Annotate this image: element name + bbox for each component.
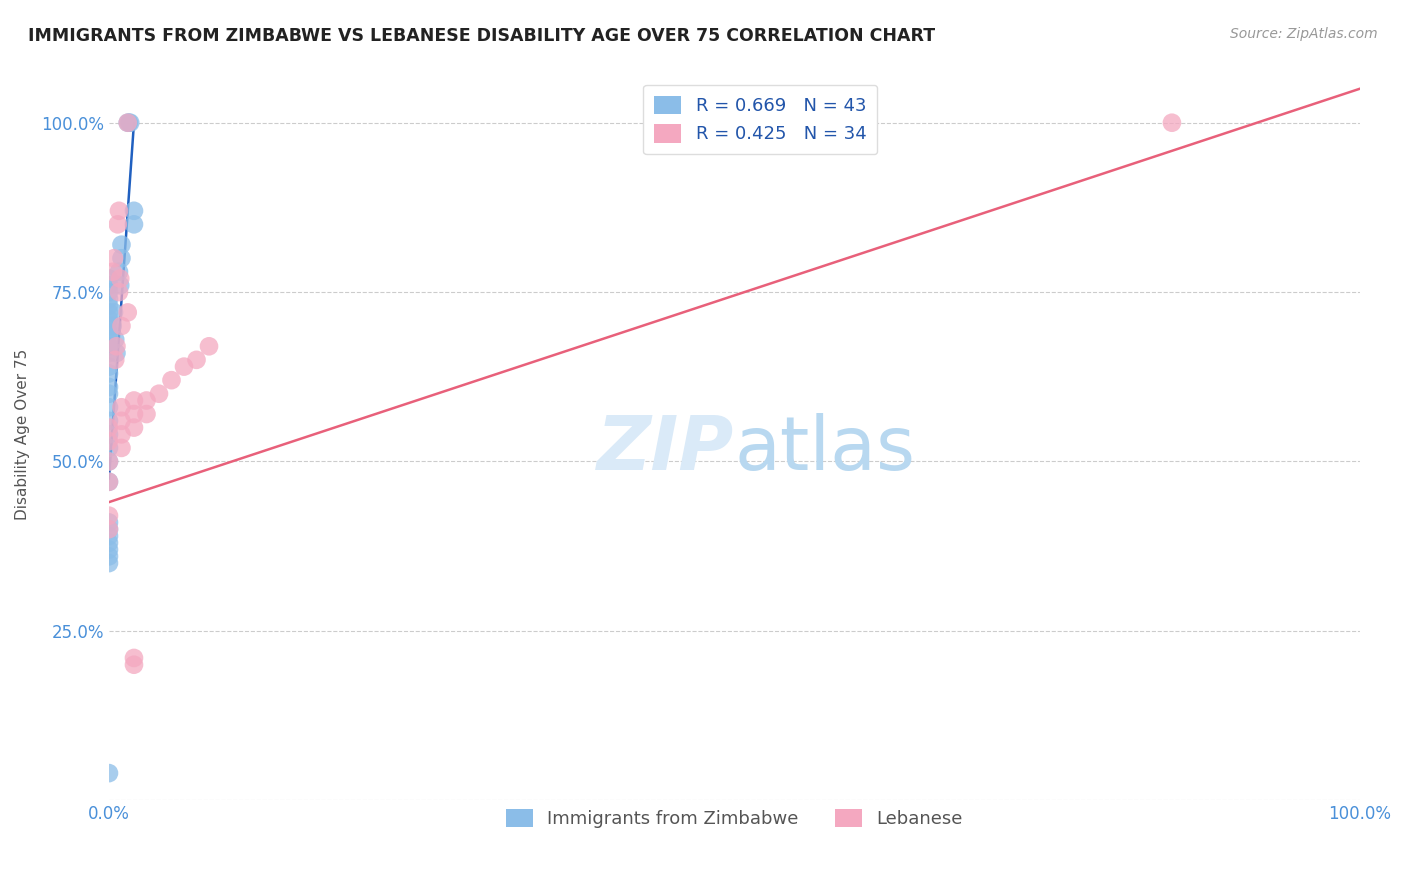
Point (108, 203, 131, 218)
Point (107, 218, 129, 232)
Point (98, 339, 121, 353)
Point (98, 305, 121, 319)
Point (108, 265, 131, 279)
Point (98, 386, 121, 401)
Point (98, 529, 121, 543)
Point (98, 326, 121, 340)
Legend: Immigrants from Zimbabwe, Lebanese: Immigrants from Zimbabwe, Lebanese (499, 801, 970, 835)
Point (110, 318, 132, 333)
Text: Source: ZipAtlas.com: Source: ZipAtlas.com (1230, 27, 1378, 41)
Point (98, 549, 121, 564)
Point (98, 434, 121, 449)
Point (110, 414, 132, 428)
Point (122, 407, 145, 421)
Point (98, 542, 121, 557)
Point (98, 516, 121, 530)
Point (101, 265, 124, 279)
Point (110, 271, 132, 285)
Point (104, 352, 127, 367)
Point (110, 278, 132, 293)
Point (1161, 116, 1184, 130)
Point (98, 475, 121, 489)
Point (98, 278, 121, 293)
Point (98, 522, 121, 536)
Point (122, 420, 145, 434)
Point (108, 285, 131, 299)
Point (98, 475, 121, 489)
Point (98, 380, 121, 394)
Point (98, 454, 121, 468)
Point (105, 346, 128, 360)
Text: ZIP: ZIP (598, 412, 734, 485)
Point (98, 420, 121, 434)
Point (98, 271, 121, 285)
Point (98, 346, 121, 360)
Point (98, 318, 121, 333)
Point (110, 237, 132, 252)
Point (148, 386, 170, 401)
Point (98, 367, 121, 381)
Point (98, 522, 121, 536)
Point (110, 427, 132, 442)
Point (98, 299, 121, 313)
Point (160, 373, 183, 387)
Y-axis label: Disability Age Over 75: Disability Age Over 75 (15, 349, 30, 520)
Point (98, 454, 121, 468)
Point (122, 651, 145, 665)
Point (198, 339, 221, 353)
Point (98, 292, 121, 306)
Point (98, 535, 121, 549)
Point (118, 116, 141, 130)
Point (104, 333, 127, 347)
Point (110, 251, 132, 265)
Point (173, 359, 195, 374)
Point (122, 218, 145, 232)
Point (101, 318, 124, 333)
Point (98, 333, 121, 347)
Point (110, 401, 132, 415)
Point (98, 401, 121, 415)
Point (122, 203, 145, 218)
Point (98, 508, 121, 523)
Point (135, 407, 157, 421)
Point (117, 116, 139, 130)
Point (103, 305, 125, 319)
Point (98, 414, 121, 428)
Point (110, 441, 132, 455)
Point (98, 359, 121, 374)
Point (98, 285, 121, 299)
Point (98, 312, 121, 326)
Point (117, 305, 139, 319)
Text: atlas: atlas (734, 412, 915, 485)
Point (98, 766, 121, 780)
Point (122, 393, 145, 408)
Point (135, 393, 157, 408)
Point (98, 556, 121, 570)
Point (186, 352, 208, 367)
Point (120, 116, 142, 130)
Point (117, 116, 139, 130)
Point (122, 657, 145, 672)
Point (103, 251, 125, 265)
Point (98, 427, 121, 442)
Point (105, 339, 128, 353)
Point (98, 441, 121, 455)
Text: IMMIGRANTS FROM ZIMBABWE VS LEBANESE DISABILITY AGE OVER 75 CORRELATION CHART: IMMIGRANTS FROM ZIMBABWE VS LEBANESE DIS… (28, 27, 935, 45)
